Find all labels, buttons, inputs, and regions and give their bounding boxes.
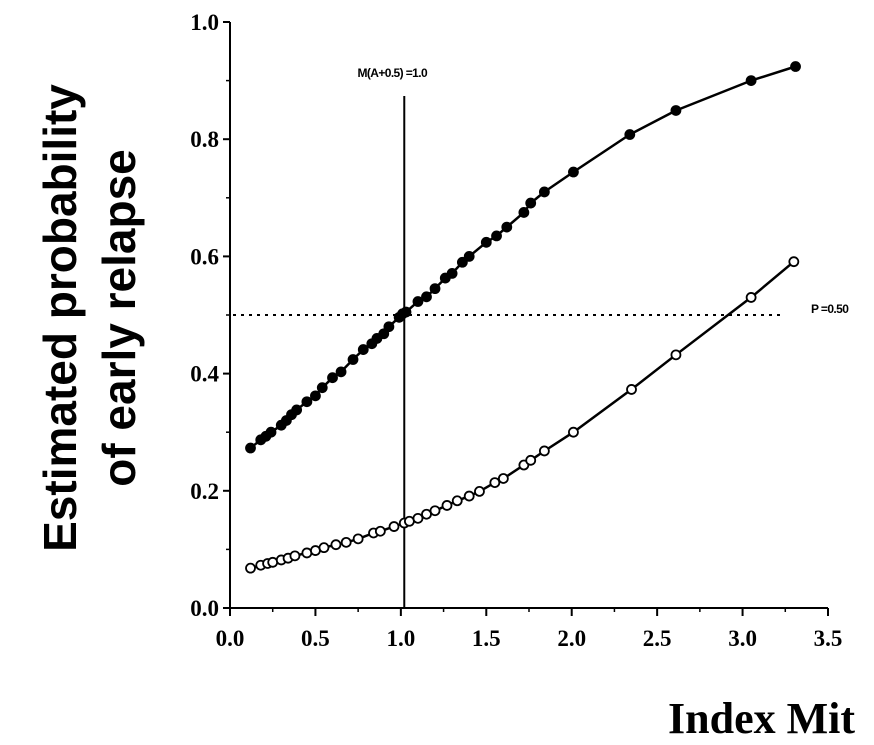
open-data-point — [451, 495, 463, 507]
open-data-point — [497, 473, 509, 484]
open-data-point — [626, 384, 637, 395]
filled-data-point — [538, 186, 550, 198]
filled-data-point — [480, 236, 492, 248]
axes: 0.0 0.2 0.4 0.6 0.8 1.0 0.0 0.5 1.0 1.5 2.0 2.5 3.0 3… — [190, 10, 842, 651]
data-points — [245, 61, 801, 574]
filled-data-point — [456, 256, 468, 268]
filled-data-point — [525, 197, 537, 209]
y-tick-label: 0.8 — [190, 127, 219, 152]
open-data-point — [429, 505, 441, 517]
filled-data-point — [310, 390, 321, 402]
open-data-point — [788, 256, 800, 268]
open-data-point — [352, 533, 364, 545]
y-axis-label: Estimated probability of early relapse — [34, 84, 145, 552]
open-data-point — [330, 539, 342, 551]
x-tick-label: 0.5 — [301, 626, 330, 651]
open-data-point — [474, 485, 485, 497]
x-tick-label: 3.5 — [814, 626, 843, 651]
open-data-point — [374, 525, 386, 537]
open-data-point — [568, 426, 579, 438]
filled-data-point — [327, 372, 338, 384]
fit-curve-2 — [250, 260, 795, 570]
x-tick-label: 2.5 — [643, 626, 672, 651]
open-data-point — [463, 490, 475, 502]
reference-lines: M(A+0.5) =1.0 P =0.50 — [233, 66, 850, 608]
x-tick-label: 1.5 — [472, 626, 501, 651]
filled-data-point — [291, 404, 303, 416]
open-data-point — [670, 349, 682, 361]
x-tick-label: 3.0 — [728, 626, 757, 651]
filled-data-point — [463, 250, 475, 262]
x-tick-label: 2.0 — [557, 626, 586, 651]
filled-data-point — [491, 230, 502, 242]
filled-data-point — [568, 166, 579, 178]
filled-data-point — [745, 75, 757, 86]
open-data-point — [489, 477, 501, 488]
filled-data-point — [357, 344, 369, 355]
open-data-point — [289, 550, 301, 562]
open-data-point — [245, 562, 256, 574]
open-data-point — [745, 292, 757, 303]
filled-data-point — [265, 426, 277, 438]
filled-data-point — [301, 396, 313, 408]
open-data-point — [301, 547, 313, 559]
y-axis-label-line2: of early relapse — [93, 149, 145, 487]
filled-data-point — [335, 366, 347, 378]
fit-curves — [249, 65, 796, 570]
filled-data-point — [501, 221, 513, 233]
open-data-point — [412, 512, 424, 524]
y-tick-label: 1.0 — [190, 10, 219, 35]
filled-data-point — [624, 129, 636, 140]
open-data-point — [318, 542, 330, 554]
filled-data-point — [421, 291, 432, 303]
open-data-point — [421, 508, 432, 520]
x-axis-label: Index Mit — [668, 694, 855, 743]
filled-data-point — [412, 296, 424, 307]
filled-data-point — [446, 267, 458, 279]
filled-data-point — [383, 321, 395, 333]
y-axis-label-line1: Estimated probability — [34, 84, 86, 552]
filled-data-point — [245, 442, 256, 454]
x-tick-label: 0.0 — [216, 626, 245, 651]
filled-data-point — [790, 61, 801, 72]
vertical-reference-label: M(A+0.5) =1.0 — [357, 66, 427, 80]
open-data-point — [538, 445, 550, 457]
y-tick-label: 0.4 — [190, 362, 219, 387]
x-tick-label: 1.0 — [386, 626, 415, 651]
filled-data-point — [670, 105, 682, 116]
fit-curve-1 — [249, 65, 796, 449]
filled-data-point — [429, 283, 441, 295]
y-tick-label: 0.0 — [190, 596, 219, 621]
y-tick-label: 0.6 — [190, 244, 219, 269]
filled-data-point — [518, 207, 530, 218]
open-data-point — [388, 521, 400, 532]
open-data-point — [340, 536, 352, 548]
open-data-point — [441, 500, 453, 511]
horizontal-reference-label: P =0.50 — [811, 302, 849, 316]
open-data-point — [525, 454, 537, 466]
filled-data-point — [316, 382, 328, 394]
y-tick-label: 0.2 — [190, 479, 219, 504]
open-data-point — [267, 556, 279, 568]
filled-data-point — [400, 306, 412, 318]
filled-data-point — [378, 328, 390, 340]
filled-data-point — [347, 354, 359, 365]
